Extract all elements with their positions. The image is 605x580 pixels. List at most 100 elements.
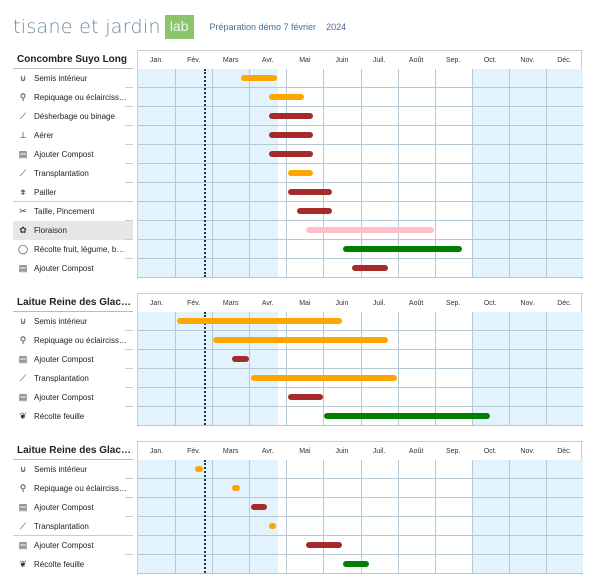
task-bar[interactable] [324, 413, 490, 419]
row-gridline [138, 144, 583, 145]
task-label: Taille, Pincement [34, 207, 95, 216]
logo: tisane et jardin [13, 16, 161, 38]
divider [125, 220, 133, 221]
row-gridline [138, 554, 583, 555]
year-label: 2024 [326, 22, 347, 32]
task-label: Transplantation [34, 374, 89, 383]
month-label: Mai [299, 448, 311, 455]
task-label: Récolte feuille [34, 560, 85, 569]
task-bar[interactable] [268, 94, 305, 100]
row-gridline [138, 258, 583, 259]
month-label: Mars [222, 57, 239, 64]
divider [125, 125, 133, 126]
month-label: Oct. [483, 57, 497, 64]
task-row-label[interactable]: ✂ Taille, Pincement [13, 202, 133, 221]
transplant-pot-icon: ⚲ [19, 483, 27, 493]
task-row-label[interactable]: ⟋ Transplantation [13, 164, 133, 183]
task-label: Ajouter Compost [34, 393, 94, 402]
task-row-label[interactable]: ⟋ Transplantation [13, 517, 133, 536]
task-row-label[interactable]: ⚲ Repiquage ou éclairciss… [13, 88, 133, 107]
task-row-label[interactable]: ▤ Ajouter Compost [13, 350, 133, 369]
task-bar[interactable] [212, 337, 388, 343]
task-bar[interactable] [195, 466, 203, 472]
row-gridline [138, 406, 583, 407]
task-row-label[interactable]: ⚲ Repiquage ou éclairciss… [13, 331, 133, 350]
crop-title[interactable]: Concombre Suyo Long [17, 54, 127, 65]
task-bar[interactable] [343, 246, 463, 252]
row-gridline [138, 368, 583, 369]
task-label: Semis intérieur [34, 74, 88, 83]
month-label: Jan. [149, 57, 164, 64]
logo-badge: lab [164, 15, 194, 39]
gantt-grid [138, 460, 583, 574]
task-label: Transplantation [34, 522, 89, 531]
task-row-label[interactable]: ✿ Floraison [13, 221, 133, 240]
task-bar[interactable] [268, 523, 276, 529]
task-row-label[interactable]: ◯ Récolte fruit, légume, b… [13, 240, 133, 259]
row-gridline [138, 201, 583, 202]
task-label: Floraison [34, 226, 67, 235]
row-gridline [138, 182, 583, 183]
task-row-label[interactable]: ⟋ Désherbage ou binage [13, 107, 133, 126]
task-bar[interactable] [305, 227, 434, 233]
task-row-label[interactable]: ⚲ Repiquage ou éclairciss… [13, 479, 133, 498]
task-bar[interactable] [176, 318, 342, 324]
task-bar[interactable] [288, 394, 324, 400]
task-bar[interactable] [305, 542, 342, 548]
task-bar[interactable] [268, 132, 314, 138]
compost-icon: ▤ [18, 354, 28, 364]
task-bar[interactable] [251, 504, 268, 510]
divider [125, 368, 133, 369]
compost-icon: ▤ [18, 149, 28, 159]
leaf-icon: ❦ [19, 411, 27, 421]
crop-title[interactable]: Laitue Reine des Glace… [17, 445, 135, 456]
task-row-label[interactable]: ⟋ Transplantation [13, 369, 133, 388]
month-label: Fév. [187, 448, 201, 455]
month-label: Août [408, 448, 424, 455]
task-row-label[interactable]: ⩨ Pailler [13, 183, 133, 202]
task-row-label[interactable]: ▤ Ajouter Compost [13, 259, 133, 278]
task-row-label[interactable]: ▤ Ajouter Compost [13, 536, 133, 555]
divider [125, 144, 133, 145]
task-label: Récolte fruit, légume, b… [34, 245, 125, 254]
task-row-label[interactable]: ▤ Ajouter Compost [13, 388, 133, 407]
seed-tray-icon: ⊍ [19, 316, 27, 326]
task-bar[interactable] [232, 356, 249, 362]
divider [125, 258, 133, 259]
crop-title[interactable]: Laitue Reine des Glace… [17, 297, 135, 308]
task-bar[interactable] [351, 265, 388, 271]
task-row-label[interactable]: ❦ Récolte feuille [13, 555, 133, 574]
task-bar[interactable] [232, 485, 240, 491]
task-bar[interactable] [288, 189, 332, 195]
task-row-label[interactable]: ⊥ Aérer [13, 126, 133, 145]
task-bar[interactable] [251, 375, 397, 381]
row-gridline [138, 330, 583, 331]
row-gridline [138, 349, 583, 350]
row-gridline [138, 106, 583, 107]
task-label: Aérer [34, 131, 54, 140]
task-bar[interactable] [268, 151, 314, 157]
task-bar[interactable] [297, 208, 332, 214]
task-row-label[interactable]: ❦ Récolte feuille [13, 407, 133, 426]
month-label: Juin [335, 448, 349, 455]
month-label: Juil. [372, 448, 386, 455]
divider [13, 311, 133, 312]
task-row-label[interactable]: ⊍ Semis intérieur [13, 69, 133, 88]
task-row-label[interactable]: ▤ Ajouter Compost [13, 145, 133, 164]
row-gridline [138, 387, 583, 388]
task-row-label[interactable]: ⊍ Semis intérieur [13, 460, 133, 479]
month-label: Fév. [187, 57, 201, 64]
gantt-chart: Jan. Fév. Mars Avr. Mai Juin Juil. Août Sep. Oct.… [137, 50, 583, 279]
month-label: Oct. [483, 300, 497, 307]
month-label: Nov. [520, 57, 535, 64]
month-label: Fév. [187, 300, 201, 307]
task-label: Repiquage ou éclairciss… [34, 93, 127, 102]
task-bar[interactable] [241, 75, 278, 81]
seed-tray-icon: ⊍ [19, 73, 27, 83]
task-bar[interactable] [288, 170, 314, 176]
task-row-label[interactable]: ⊍ Semis intérieur [13, 312, 133, 331]
task-row-label[interactable]: ▤ Ajouter Compost [13, 498, 133, 517]
divider [125, 406, 133, 407]
task-bar[interactable] [343, 561, 370, 567]
task-bar[interactable] [268, 113, 314, 119]
